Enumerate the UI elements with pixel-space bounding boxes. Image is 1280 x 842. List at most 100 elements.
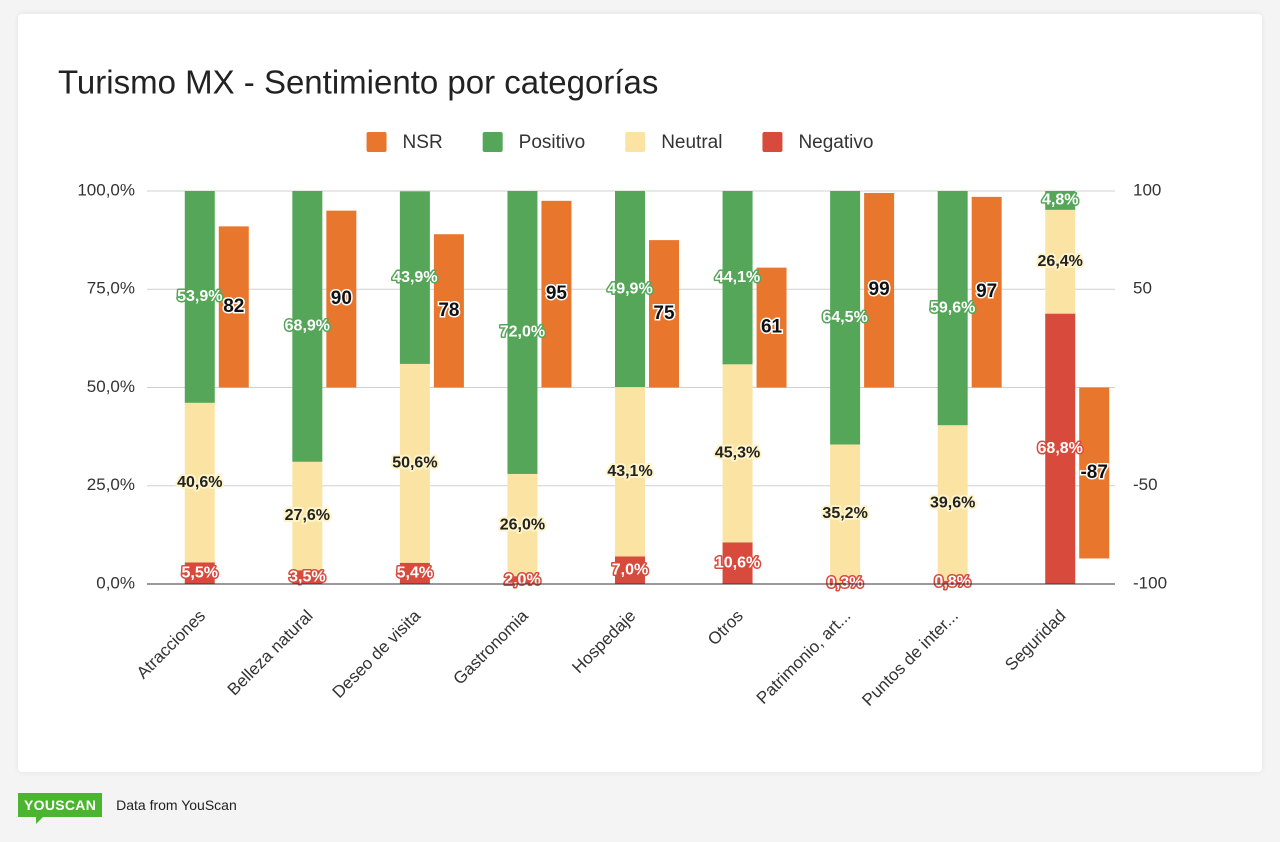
- footer-text: Data from YouScan: [116, 797, 237, 813]
- data-label: 5,5%: [182, 564, 218, 581]
- y-tick-label: 50,0%: [87, 377, 135, 396]
- bar-segment: [937, 425, 968, 581]
- y2-tick-label: -100: [1133, 573, 1167, 592]
- y2-tick-label: 50: [1133, 279, 1152, 298]
- x-tick-label: Otros: [704, 606, 747, 649]
- nsr-bar: [971, 196, 1002, 388]
- bar-segment: [615, 387, 645, 557]
- data-label: 95: [546, 283, 568, 304]
- bar-segment: [507, 473, 538, 577]
- data-label: -87: [1080, 462, 1107, 483]
- bar-segment: [722, 364, 753, 543]
- bar-segment: [1045, 209, 1076, 314]
- bar-segment: [722, 542, 753, 584]
- bar-segment: [937, 191, 968, 426]
- logo: YOUSCAN: [18, 793, 103, 824]
- data-label: 64,5%: [822, 309, 867, 326]
- chart-card: Turismo MX - Sentimiento por categorías …: [18, 14, 1262, 772]
- footer: YOUSCAN Data from YouScan: [18, 792, 237, 824]
- nsr-bar: [541, 200, 572, 388]
- bar-segment: [292, 461, 323, 571]
- bar-segment: [1045, 191, 1076, 210]
- legend-label: NSR: [403, 132, 443, 153]
- data-label: 49,9%: [607, 280, 652, 297]
- data-label: 10,6%: [715, 554, 760, 571]
- data-label: 97: [976, 281, 997, 302]
- data-label: 68,9%: [285, 318, 330, 335]
- data-label: 99: [869, 279, 890, 300]
- bar-segment: [399, 191, 430, 364]
- data-label: 40,6%: [177, 474, 222, 491]
- x-tick-label: Gastronomia: [450, 606, 533, 689]
- data-label: 27,6%: [285, 507, 330, 524]
- x-tick-label: Seguridad: [1001, 606, 1069, 674]
- nsr-bar: [649, 240, 679, 388]
- data-label: 75: [653, 303, 675, 324]
- y2-tick-label: -50: [1133, 475, 1158, 494]
- x-tick-label: Belleza natural: [224, 606, 317, 699]
- y2-tick-label: 100: [1133, 180, 1161, 199]
- nsr-bar: [756, 267, 787, 388]
- legend-item: NSR: [366, 132, 443, 153]
- data-label: 26,0%: [500, 516, 545, 533]
- chart-title: Turismo MX - Sentimiento por categorías: [58, 64, 658, 101]
- data-label: 35,2%: [822, 505, 867, 522]
- data-label: 44,1%: [715, 269, 760, 286]
- y-tick-label: 0,0%: [96, 573, 135, 592]
- bar-segment: [184, 402, 215, 563]
- data-label: 0,8%: [934, 574, 970, 591]
- data-label: 3,5%: [289, 568, 325, 585]
- y-tick-label: 100,0%: [77, 180, 135, 199]
- legend-item: Neutral: [625, 132, 722, 153]
- legend-item: Positivo: [482, 132, 586, 153]
- bar-segment: [830, 444, 861, 583]
- bar-segment: [399, 363, 430, 563]
- data-label: 50,6%: [392, 455, 437, 472]
- y-tick-label: 25,0%: [87, 475, 135, 494]
- data-label: 45,3%: [715, 445, 760, 462]
- legend-label: Neutral: [661, 132, 722, 153]
- bar-segment: [184, 191, 215, 403]
- legend-item: Negativo: [762, 132, 873, 153]
- data-label: 61: [761, 317, 783, 338]
- legend-label: Positivo: [519, 132, 586, 153]
- data-label: 78: [438, 300, 459, 321]
- bar-segment: [399, 562, 430, 584]
- data-labels: 5,5% 40,6% 53,9% 82 3,5% 27,6% 68,9%90 5,4% 50,6…: [175, 190, 1109, 593]
- bar-segment: [292, 570, 323, 584]
- x-tick-label: Deseo de visita: [329, 606, 425, 702]
- legend-label: Negativo: [798, 132, 873, 153]
- data-label: 43,9%: [392, 269, 437, 286]
- bar-segment: [292, 191, 323, 462]
- x-tick-label: Hospedaje: [568, 606, 639, 677]
- data-label: 39,6%: [930, 494, 975, 511]
- data-label: 5,4%: [397, 565, 433, 582]
- data-label: 53,9%: [177, 288, 222, 305]
- legend-swatch: [482, 132, 503, 152]
- bar-segment: [615, 191, 645, 388]
- bar-segment: [1045, 313, 1076, 584]
- nsr-bar: [326, 210, 357, 388]
- bar-segment: [615, 556, 645, 584]
- y-tick-label: 75,0%: [87, 279, 135, 298]
- legend-swatch: [366, 132, 387, 152]
- bar-segment: [830, 582, 861, 584]
- bar-segment: [830, 191, 861, 445]
- nsr-bar: [433, 234, 464, 388]
- data-label: 4,8%: [1042, 192, 1078, 209]
- x-tick-label: Atracciones: [133, 606, 209, 682]
- bar-segment: [722, 191, 753, 365]
- data-label: 26,4%: [1038, 253, 1083, 270]
- bar-segment: [937, 580, 968, 584]
- data-label: 2,0%: [504, 571, 540, 588]
- legend-swatch: [762, 132, 783, 152]
- bars: [184, 191, 1110, 584]
- chart: Turismo MX - Sentimiento por categorías …: [58, 64, 1167, 710]
- bar-segment: [507, 191, 538, 474]
- data-label: 68,8%: [1038, 440, 1083, 457]
- bar-segment: [184, 562, 215, 584]
- x-tick-label: Patrimonio, art...: [753, 606, 855, 708]
- nsr-bar: [218, 226, 249, 388]
- data-label: 0,3%: [827, 575, 863, 592]
